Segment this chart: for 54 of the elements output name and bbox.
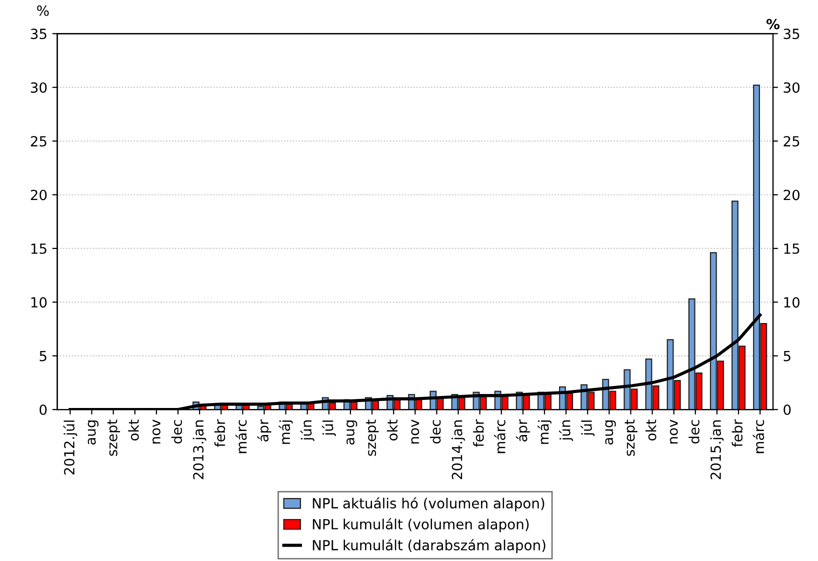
x-tick-label: febr [732, 419, 743, 447]
x-tick-label: aug [346, 420, 358, 445]
legend-label: NPL kumulált (darabszám alapon) [312, 539, 546, 554]
x-tick-label: szept [624, 420, 638, 456]
y2-tick-label: 35 [784, 28, 800, 40]
x-tick-label: aug [88, 420, 98, 445]
x-tick-label: szept [107, 420, 120, 456]
x-tick-label: szept [366, 420, 379, 456]
y2-tick-label: 15 [784, 244, 800, 254]
x-tick-label: máj [278, 420, 293, 444]
x-tick-label: okt [128, 420, 139, 440]
y-tick-label: 5 [40, 350, 46, 362]
y2-tick-label: 20 [784, 190, 800, 200]
y-tick-label: 30 [30, 82, 47, 93]
y2-tick-label: 25 [784, 136, 800, 147]
x-tick-label: nov [411, 420, 420, 444]
x-tick-label: dec [171, 420, 182, 444]
y-tick-label: 35 [30, 28, 46, 40]
x-tick-label: febr [473, 419, 484, 447]
y2-axis-title: % [766, 18, 780, 30]
x-tick-label: febr [214, 419, 226, 447]
legend-label: NPL aktuális hó (volumen alapon) [312, 497, 544, 512]
x-tick-label: márc [494, 420, 506, 454]
x-tick-label: okt [646, 420, 656, 440]
x-tick-label: júl [580, 420, 595, 436]
x-tick-label: nov [670, 420, 678, 444]
x-tick-label: ápr [516, 419, 530, 442]
x-tick-label: okt [386, 420, 398, 440]
x-tick-label: ápr [257, 419, 272, 442]
y-axis-title: % [37, 5, 49, 16]
x-tick-label: dec [688, 420, 700, 444]
x-tick-label: máj [537, 420, 552, 444]
x-tick-label: nov [152, 420, 160, 444]
x-tick-label: júl [322, 420, 336, 436]
x-tick-label: jún [559, 420, 574, 441]
y2-tick-label: 10 [784, 297, 800, 308]
y-tick-label: 20 [30, 190, 47, 200]
y2-tick-label: 30 [784, 82, 800, 93]
x-tick-label: dec [430, 420, 441, 444]
x-tick-label: jún [300, 420, 314, 441]
x-tick-label: aug [605, 420, 616, 445]
y-tick-label: 25 [30, 136, 46, 147]
y-tick-label: 10 [31, 297, 47, 308]
y2-tick-label: 0 [784, 404, 791, 416]
y-tick-label: 0 [40, 404, 47, 416]
legend-label: NPL kumulált (volumen alapon) [312, 518, 529, 532]
x-tick-label: 2012.júl [63, 420, 78, 475]
x-tick-label: 2014.jan [452, 420, 465, 480]
x-tick-label: márc [235, 420, 247, 454]
y-tick-label: 15 [31, 244, 46, 254]
x-tick-label: 2015.jan [710, 420, 724, 480]
x-tick-label: márc [752, 420, 764, 454]
x-tick-label: 2013.jan [192, 420, 206, 480]
y2-tick-label: 5 [784, 350, 790, 362]
